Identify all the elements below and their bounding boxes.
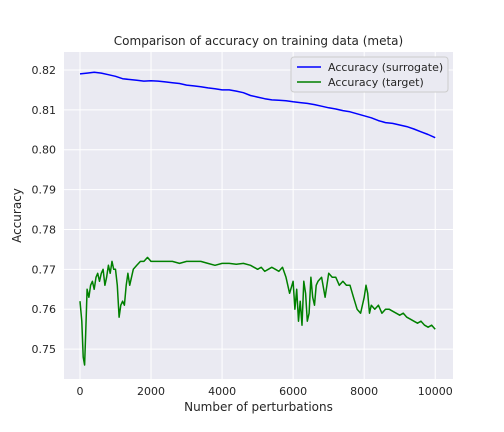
- series-line-0: [79, 71, 436, 139]
- tick-labels: 0 2000 4000 6000 8000 10000 0.75 0.76 0.77 0.78 0.…: [32, 64, 453, 398]
- y-axis-label: Accuracy: [10, 188, 24, 243]
- y-tick-label: 0.79: [32, 184, 57, 197]
- y-tick-label: 0.75: [32, 343, 57, 356]
- legend-label-1: Accuracy (target): [328, 76, 424, 89]
- series-line-1: [79, 256, 436, 366]
- legend-box: [290, 56, 449, 93]
- x-tick-label: 0: [76, 385, 83, 398]
- x-tick-label: 10000: [418, 385, 453, 398]
- chart-title: Comparison of accuracy on training data …: [114, 34, 403, 48]
- legend-label-0: Accuracy (surrogate): [328, 61, 443, 74]
- plot-area: [64, 52, 453, 379]
- x-axis-label: Number of perturbations: [184, 400, 333, 414]
- x-tick-label: 4000: [208, 385, 236, 398]
- y-tick-label: 0.77: [32, 263, 57, 276]
- y-tick-label: 0.81: [32, 104, 57, 117]
- y-tick-label: 0.80: [32, 144, 57, 157]
- legend: Accuracy (surrogate) Accuracy (target): [290, 56, 449, 93]
- series-layer: [79, 71, 436, 366]
- y-tick-label: 0.78: [32, 223, 57, 236]
- y-tick-label: 0.76: [32, 303, 57, 316]
- x-tick-label: 2000: [137, 385, 165, 398]
- x-tick-label: 6000: [279, 385, 307, 398]
- y-tick-label: 0.82: [32, 64, 57, 77]
- x-tick-label: 8000: [350, 385, 378, 398]
